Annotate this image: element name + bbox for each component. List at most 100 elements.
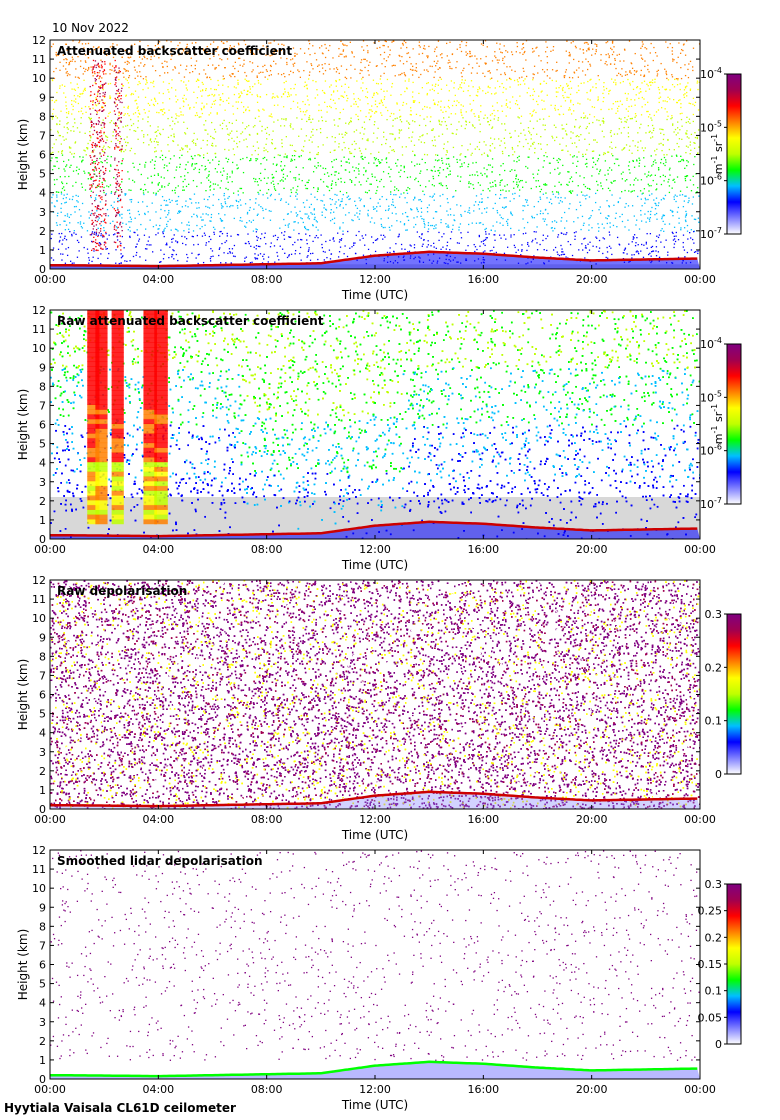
panel-4: Smoothed lidar depolarisation01234567891… bbox=[16, 844, 742, 1112]
colorbar-tick-label: 10-6 bbox=[700, 443, 722, 458]
plot-background bbox=[50, 40, 700, 269]
colorbar-tick-label: 10-4 bbox=[700, 66, 722, 81]
plot-background bbox=[50, 850, 700, 1079]
panel-title: Raw attenuated backscatter coefficient bbox=[57, 314, 324, 328]
y-tick-label: 5 bbox=[39, 438, 46, 451]
x-tick-label: 08:00 bbox=[251, 273, 283, 286]
colorbar-tick-label: 0.15 bbox=[698, 958, 723, 971]
boundary-layer bbox=[50, 1061, 700, 1079]
y-tick-label: 9 bbox=[39, 901, 46, 914]
y-tick-label: 1 bbox=[39, 1054, 46, 1067]
panel-title: Attenuated backscatter coefficient bbox=[57, 44, 292, 58]
x-tick-label: 08:00 bbox=[251, 1083, 283, 1096]
x-tick-label: 00:00 bbox=[34, 543, 66, 556]
y-tick-label: 4 bbox=[39, 727, 46, 740]
x-tick-label: 04:00 bbox=[142, 543, 174, 556]
y-axis-label: Height (km) bbox=[16, 119, 30, 190]
x-tick-label: 00:00 bbox=[684, 1083, 716, 1096]
y-axis-label: Height (km) bbox=[16, 659, 30, 730]
y-tick-label: 12 bbox=[32, 304, 46, 317]
colorbar-tick-label: 0.1 bbox=[705, 715, 723, 728]
date-label: 10 Nov 2022 bbox=[52, 21, 129, 35]
y-tick-label: 10 bbox=[32, 72, 46, 85]
y-axis-label: Height (km) bbox=[16, 929, 30, 1000]
y-tick-label: 8 bbox=[39, 110, 46, 123]
y-tick-label: 8 bbox=[39, 380, 46, 393]
colorbar-tick-label: 10-7 bbox=[700, 496, 722, 511]
y-axis-label: Height (km) bbox=[16, 389, 30, 460]
y-tick-label: 4 bbox=[39, 997, 46, 1010]
y-tick-label: 12 bbox=[32, 34, 46, 47]
x-tick-label: 08:00 bbox=[251, 543, 283, 556]
y-tick-label: 4 bbox=[39, 457, 46, 470]
y-tick-label: 0 bbox=[39, 803, 46, 816]
panel-title: Raw depolarisation bbox=[57, 584, 187, 598]
colorbar bbox=[726, 343, 742, 505]
x-tick-label: 00:00 bbox=[684, 273, 716, 286]
x-tick-label: 20:00 bbox=[576, 1083, 608, 1096]
boundary-layer bbox=[50, 251, 700, 269]
boundary-layer bbox=[50, 791, 700, 809]
y-tick-label: 0 bbox=[39, 533, 46, 546]
x-axis-label: Time (UTC) bbox=[341, 288, 408, 302]
y-tick-label: 6 bbox=[39, 689, 46, 702]
y-tick-label: 9 bbox=[39, 631, 46, 644]
y-tick-label: 9 bbox=[39, 91, 46, 104]
y-tick-label: 2 bbox=[39, 495, 46, 508]
colorbar bbox=[726, 73, 742, 235]
x-tick-label: 12:00 bbox=[359, 813, 391, 826]
colorbar-unit: m-1 sr-1 bbox=[710, 404, 725, 444]
heatmap-area bbox=[50, 580, 700, 809]
y-tick-label: 6 bbox=[39, 419, 46, 432]
y-tick-label: 1 bbox=[39, 784, 46, 797]
colorbar-tick-label: 0.3 bbox=[705, 608, 723, 621]
y-tick-label: 7 bbox=[39, 939, 46, 952]
y-tick-label: 11 bbox=[32, 53, 46, 66]
x-tick-label: 16:00 bbox=[467, 273, 499, 286]
y-tick-label: 3 bbox=[39, 1016, 46, 1029]
panel-2: Raw attenuated backscatter coefficient 0 1… bbox=[16, 304, 742, 572]
colorbar-tick-label: 0 bbox=[715, 768, 722, 781]
y-tick-label: 6 bbox=[39, 959, 46, 972]
y-tick-label: 2 bbox=[39, 225, 46, 238]
x-tick-label: 00:00 bbox=[34, 273, 66, 286]
x-tick-label: 00:00 bbox=[684, 813, 716, 826]
x-tick-label: 16:00 bbox=[467, 813, 499, 826]
y-tick-label: 8 bbox=[39, 650, 46, 663]
x-axis-label: Time (UTC) bbox=[341, 828, 408, 842]
x-tick-label: 20:00 bbox=[576, 273, 608, 286]
y-tick-label: 12 bbox=[32, 574, 46, 587]
colorbar bbox=[726, 613, 742, 775]
x-tick-label: 08:00 bbox=[251, 813, 283, 826]
colorbar-tick-label: 10-7 bbox=[700, 226, 722, 241]
x-tick-label: 00:00 bbox=[34, 1083, 66, 1096]
y-tick-label: 1 bbox=[39, 514, 46, 527]
x-axis-label: Time (UTC) bbox=[341, 1098, 408, 1112]
y-tick-label: 10 bbox=[32, 882, 46, 895]
y-tick-label: 9 bbox=[39, 361, 46, 374]
colorbar bbox=[726, 883, 742, 1045]
panel-title: Smoothed lidar depolarisation bbox=[57, 854, 263, 868]
y-tick-label: 7 bbox=[39, 669, 46, 682]
y-tick-label: 6 bbox=[39, 149, 46, 162]
x-tick-label: 00:00 bbox=[34, 813, 66, 826]
colorbar-tick-label: 0.05 bbox=[698, 1011, 723, 1024]
x-tick-label: 12:00 bbox=[359, 273, 391, 286]
colorbar-tick-label: 0.2 bbox=[705, 931, 723, 944]
y-tick-label: 11 bbox=[32, 863, 46, 876]
x-tick-label: 04:00 bbox=[142, 1083, 174, 1096]
y-tick-label: 3 bbox=[39, 476, 46, 489]
x-tick-label: 12:00 bbox=[359, 1083, 391, 1096]
y-tick-label: 5 bbox=[39, 708, 46, 721]
y-tick-label: 10 bbox=[32, 612, 46, 625]
y-tick-label: 11 bbox=[32, 593, 46, 606]
x-tick-label: 20:00 bbox=[576, 813, 608, 826]
x-tick-label: 16:00 bbox=[467, 1083, 499, 1096]
y-tick-label: 2 bbox=[39, 1035, 46, 1048]
colorbar-tick-label: 0.2 bbox=[705, 661, 723, 674]
y-tick-label: 8 bbox=[39, 920, 46, 933]
y-tick-label: 1 bbox=[39, 244, 46, 257]
colorbar-tick-label: 10-4 bbox=[700, 336, 722, 351]
x-tick-label: 20:00 bbox=[576, 543, 608, 556]
